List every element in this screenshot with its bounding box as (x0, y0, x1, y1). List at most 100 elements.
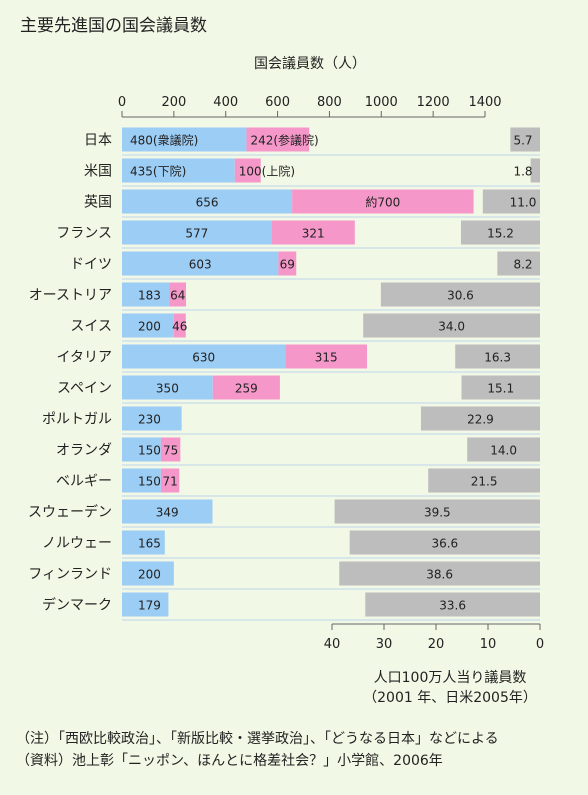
bar-ratio-label: 5.7 (513, 134, 532, 148)
bar-secondary (234, 158, 261, 183)
bar-primary-label: 349 (156, 506, 179, 520)
bar-ratio (349, 530, 540, 555)
source-note: （資料）池上彰「ニッポン、ほんとに格差社会？」小学館、2006年 (16, 753, 443, 769)
category-label: ドイツ (70, 257, 112, 273)
bar-primary (122, 127, 247, 152)
bar-primary-label: 435(下院) (130, 165, 186, 179)
bar-secondary-label: 46 (172, 320, 187, 334)
bar-ratio (365, 592, 540, 617)
bar-ratio-label: 22.9 (467, 413, 494, 427)
bar-primary (122, 344, 286, 369)
bar-primary (122, 158, 235, 183)
category-label: デンマーク (42, 597, 112, 614)
bottom-axis-sublabel: （2001 年、日米2005年） (363, 690, 537, 706)
top-tick-label: 1400 (468, 95, 501, 110)
bar-ratio (460, 220, 540, 245)
category-label: ベルギー (56, 474, 112, 490)
bar-secondary-label: 259 (235, 382, 258, 396)
footnote: （注）「西欧比較政治」、「新版比較・選挙政治」、「どうなる日本」などによる (16, 731, 499, 747)
bar-secondary (160, 468, 180, 493)
bar-primary-label: 630 (192, 351, 215, 365)
bottom-tick-label: 40 (324, 637, 341, 652)
top-tick-label: 400 (213, 95, 238, 110)
bar-primary (122, 406, 182, 431)
top-axis: 0 200 400 600 800 1000 1200 1400 (118, 95, 502, 118)
bar-primary-label: 603 (189, 258, 212, 272)
bar-secondary-label: 75 (163, 444, 178, 458)
bar-secondary-label: 64 (170, 289, 185, 303)
bar-primary (122, 499, 213, 524)
top-tick-label: 0 (118, 95, 126, 110)
bottom-axis-label: 人口100万人当り議員数 (374, 669, 527, 686)
bar-secondary (212, 375, 280, 400)
bar-ratio (334, 499, 540, 524)
bar-primary-label: 200 (138, 320, 161, 334)
bar-primary-label: 350 (156, 382, 179, 396)
bar-secondary (173, 313, 186, 338)
bar-secondary (292, 189, 474, 214)
bar-primary-label: 150 (138, 444, 161, 458)
bar-primary (122, 313, 174, 338)
bar-primary (122, 530, 165, 555)
bar-ratio-label: 33.6 (439, 599, 466, 613)
bar-ratio (455, 344, 540, 369)
bar-ratio-label: 1.8 (513, 165, 532, 179)
bar-ratio-label: 14.0 (490, 444, 517, 458)
bar-ratio-label: 21.5 (471, 475, 498, 489)
category-label: フランス (56, 226, 112, 242)
bar-primary-label: 179 (138, 599, 161, 613)
bar-primary-label: 200 (138, 568, 161, 582)
bar-secondary (246, 127, 310, 152)
bar-secondary-label: 315 (315, 351, 338, 365)
category-label: ポルトガル (42, 412, 112, 428)
bar-secondary-label: 69 (280, 258, 295, 272)
top-axis-label: 国会議員数（人） (254, 55, 366, 72)
bar-secondary-label: 約700 (365, 195, 400, 210)
bar-ratio (482, 189, 540, 214)
bar-primary-label: 577 (185, 227, 208, 241)
bottom-tick-label: 30 (376, 637, 393, 652)
top-tick-label: 1000 (365, 95, 398, 110)
category-label: イタリア (57, 350, 112, 366)
category-label: オランダ (56, 443, 112, 459)
bar-secondary (160, 437, 181, 462)
bar-primary (122, 189, 293, 214)
bar-ratio (497, 251, 540, 276)
bar-secondary-label: 321 (302, 227, 325, 241)
category-label: スイス (70, 319, 112, 335)
bar-ratio (339, 561, 540, 586)
category-label: 日本 (84, 133, 112, 149)
bar-ratio-label: 8.2 (513, 258, 532, 272)
bar-ratio-label: 38.6 (426, 568, 453, 582)
bar-primary (122, 375, 213, 400)
bar-ratio (380, 282, 540, 307)
bar-ratio (461, 375, 540, 400)
bar-secondary (285, 344, 368, 369)
bar-primary-label: 183 (138, 289, 161, 303)
bar-primary (122, 437, 161, 462)
bar-secondary-label: 71 (162, 475, 177, 489)
bottom-axis: 40 30 20 10 0 (324, 623, 544, 652)
bar-ratio-label: 11.0 (510, 196, 537, 210)
top-tick-label: 800 (317, 95, 342, 110)
bar-primary (122, 561, 174, 586)
bar-primary-label: 656 (196, 196, 219, 210)
bar-secondary (271, 220, 355, 245)
chart-title: 主要先進国の国会議員数 (20, 16, 207, 36)
bar-primary-label: 230 (138, 413, 161, 427)
bar-primary (122, 468, 161, 493)
bar-ratio (428, 468, 540, 493)
bar-ratio-label: 34.0 (438, 320, 465, 334)
top-tick-label: 200 (161, 95, 186, 110)
bar-primary (122, 592, 169, 617)
bar-ratio (363, 313, 540, 338)
bar-ratio-label: 39.5 (424, 506, 451, 520)
category-label: 米国 (84, 164, 112, 180)
chart: 主要先進国の国会議員数 国会議員数（人） 0 200 400 600 800 1000 12… (20, 16, 545, 706)
bar-ratio (510, 127, 540, 152)
bottom-tick-label: 20 (428, 637, 445, 652)
bar-ratio-label: 16.3 (484, 351, 511, 365)
bar-primary-label: 165 (138, 537, 161, 551)
bar-primary-label: 480(衆議院) (130, 134, 198, 148)
bottom-tick-label: 0 (536, 637, 544, 652)
